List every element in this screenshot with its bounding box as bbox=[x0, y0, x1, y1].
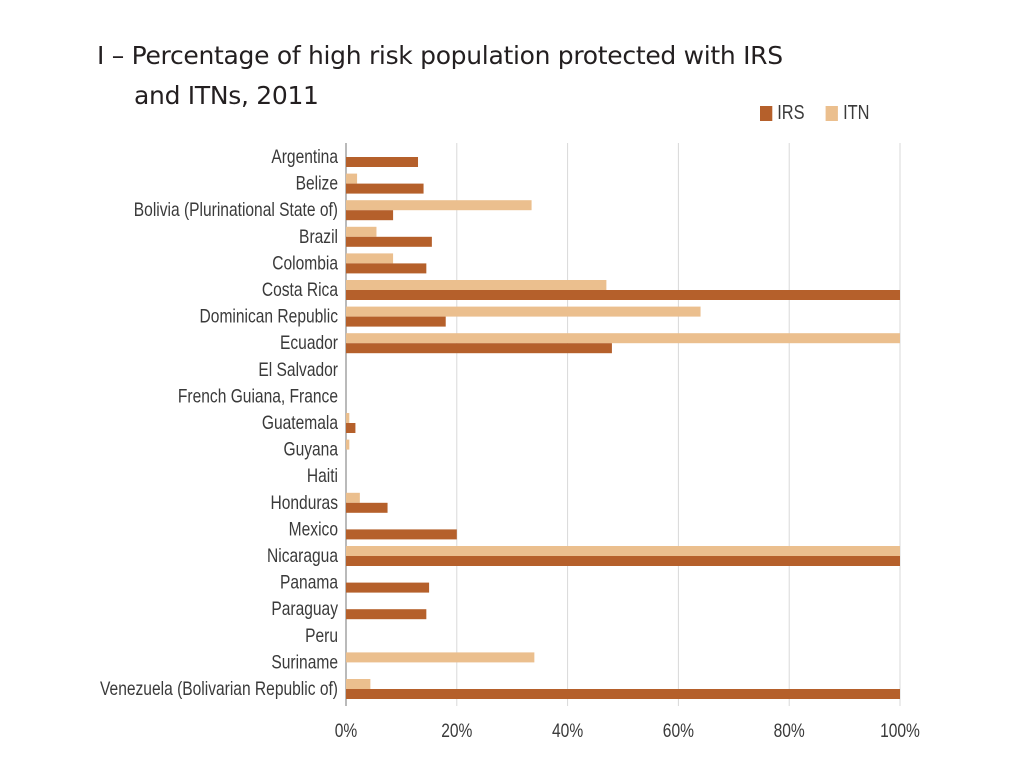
legend-swatch-itn bbox=[825, 106, 839, 121]
legend-label-itn: ITN bbox=[843, 102, 870, 124]
category-label: Guatemala bbox=[262, 412, 338, 434]
bar-irs bbox=[346, 423, 356, 433]
category-label: Ecuador bbox=[280, 332, 338, 354]
bar-irs bbox=[346, 689, 900, 699]
bar-itn bbox=[346, 253, 394, 264]
category-label: French Guiana, France bbox=[178, 385, 338, 407]
x-tick-label: 0% bbox=[335, 720, 358, 742]
category-label: Venezuela (Bolivarian Republic of) bbox=[100, 678, 338, 700]
category-label: Colombia bbox=[272, 252, 338, 274]
bar-irs bbox=[346, 183, 424, 194]
category-label: El Salvador bbox=[258, 358, 338, 380]
category-label: Haiti bbox=[307, 465, 338, 487]
legend-swatch-irs bbox=[760, 106, 773, 121]
bar-irs bbox=[346, 290, 900, 300]
chart-title-line-2: and ITNs, 2011 bbox=[134, 81, 319, 110]
category-label: Argentina bbox=[271, 146, 338, 168]
bar-itn bbox=[346, 173, 358, 184]
bar-itn bbox=[346, 200, 532, 211]
bar-irs bbox=[346, 343, 612, 354]
bar-irs bbox=[346, 236, 432, 247]
category-label: Belize bbox=[296, 172, 338, 194]
bar-itn bbox=[346, 546, 900, 556]
bar-itn bbox=[346, 652, 535, 663]
x-tick-label: 20% bbox=[441, 720, 472, 742]
bar-irs bbox=[346, 502, 388, 513]
legend-item-irs: IRS bbox=[760, 102, 805, 125]
bar-irs bbox=[346, 263, 427, 274]
chart-title: I – Percentage of high risk population p… bbox=[97, 36, 783, 116]
category-label: Nicaragua bbox=[267, 545, 338, 567]
category-label: Guyana bbox=[283, 438, 338, 460]
bar-itn bbox=[346, 492, 360, 503]
x-tick-label: 80% bbox=[774, 720, 805, 742]
category-label: Dominican Republic bbox=[200, 305, 339, 327]
category-label: Honduras bbox=[270, 491, 338, 513]
category-label: Paraguay bbox=[271, 598, 338, 620]
bar-itn bbox=[346, 413, 350, 423]
x-tick-label: 40% bbox=[552, 720, 583, 742]
category-label: Brazil bbox=[299, 225, 338, 247]
bar-itn bbox=[346, 679, 371, 689]
x-tick-label: 60% bbox=[663, 720, 694, 742]
bar-irs bbox=[346, 210, 394, 221]
category-label: Peru bbox=[305, 624, 338, 646]
category-label: Panama bbox=[280, 571, 338, 593]
bar-irs bbox=[346, 556, 900, 566]
bar-irs bbox=[346, 316, 446, 327]
bar-itn bbox=[346, 280, 607, 290]
chart-title-line-1: I – Percentage of high risk population p… bbox=[97, 41, 783, 70]
bar-itn bbox=[346, 306, 701, 317]
x-tick-label: 100% bbox=[880, 720, 920, 742]
chart-legend: IRS ITN bbox=[760, 102, 891, 125]
bar-irs bbox=[346, 157, 419, 167]
category-label: Mexico bbox=[289, 518, 338, 540]
category-label: Bolivia (Plurinational State of) bbox=[134, 199, 338, 221]
legend-label-irs: IRS bbox=[777, 102, 805, 124]
bar-irs bbox=[346, 609, 427, 620]
bar-irs bbox=[346, 529, 457, 540]
bar-itn bbox=[346, 226, 377, 237]
bar-irs bbox=[346, 582, 430, 593]
bar-itn bbox=[346, 439, 350, 450]
category-label: Suriname bbox=[271, 651, 338, 673]
bar-itn bbox=[346, 333, 900, 344]
category-label: Costa Rica bbox=[262, 279, 338, 301]
legend-item-itn: ITN bbox=[825, 102, 870, 125]
